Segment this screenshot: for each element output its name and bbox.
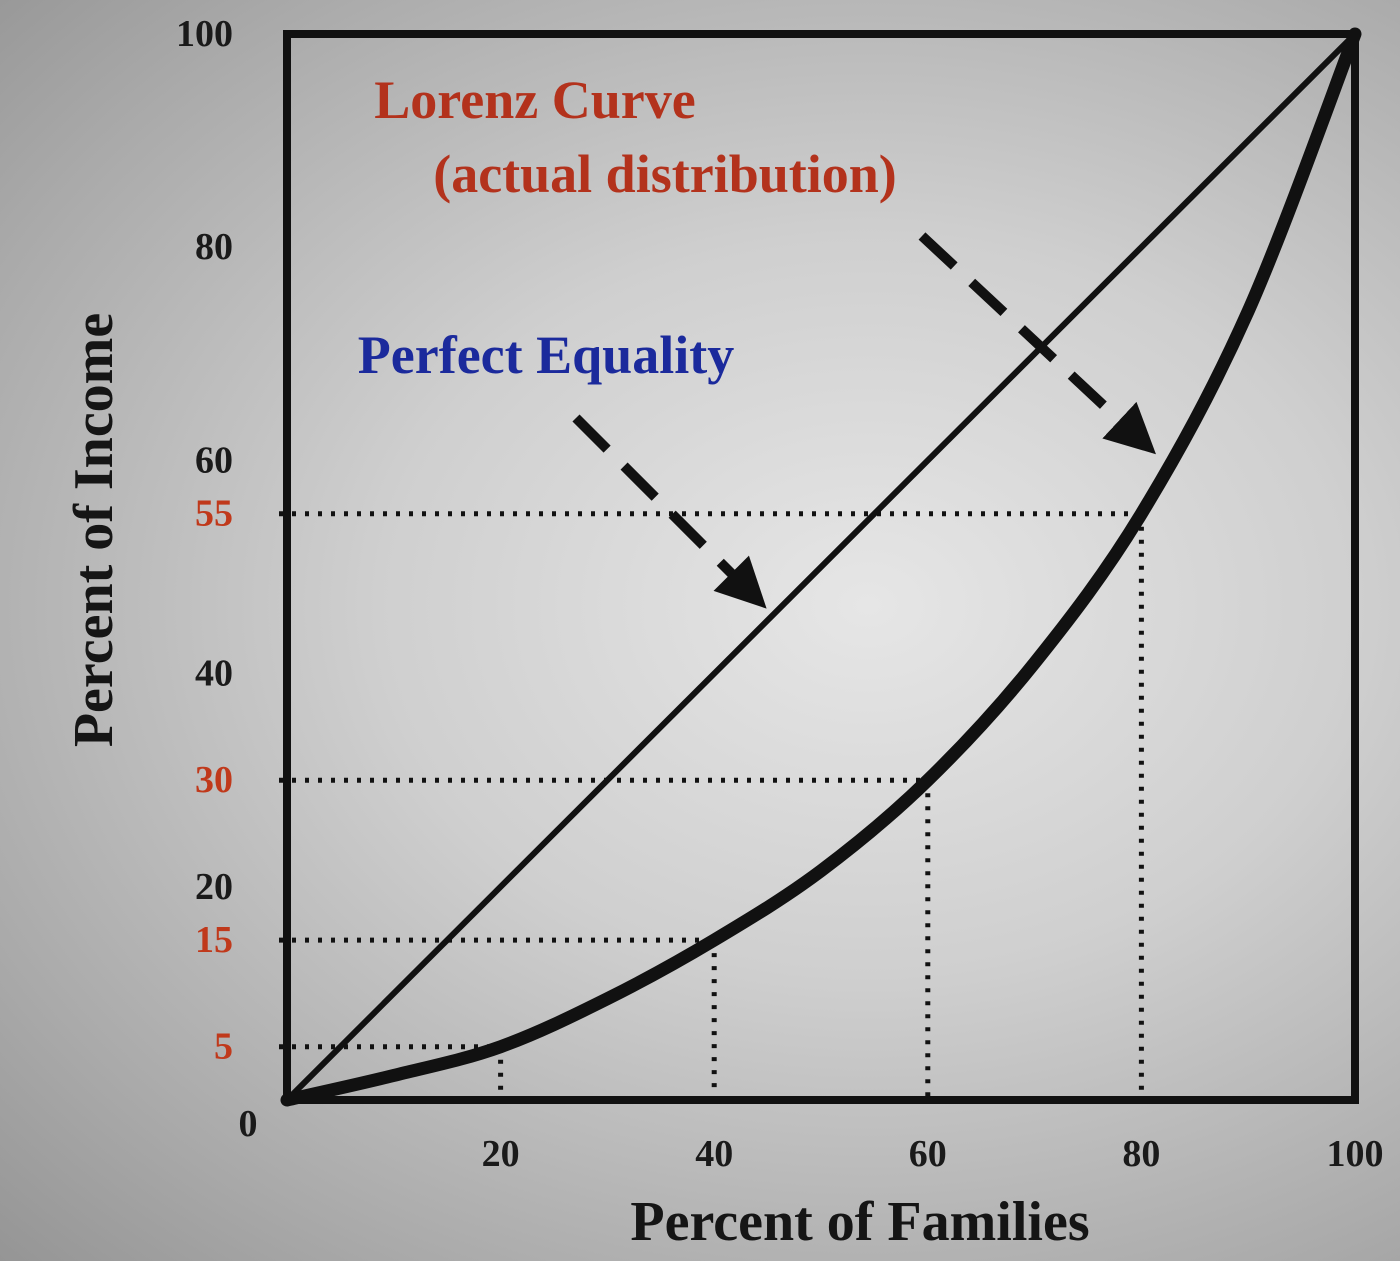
equality-annotation: Perfect Equality (358, 325, 734, 385)
equality-annotation-arrow (572, 414, 767, 609)
y-tick-label-40: 40 (195, 653, 233, 695)
x-tick-label-60: 60 (909, 1133, 947, 1175)
x-tick-label-0: 0 (239, 1103, 258, 1145)
x-tick-label-40: 40 (695, 1133, 733, 1175)
lorenz-curve-line (280, 27, 1362, 1107)
x-tick-label-80: 80 (1122, 1133, 1160, 1175)
y-axis-ticks: 100 80 60 55 40 30 20 15 5 (176, 13, 233, 1068)
reference-dotted-lines (279, 511, 1144, 1100)
y-axis-label: Percent of Income (63, 313, 125, 747)
plot-frame (283, 30, 1359, 1104)
perfect-equality-line (284, 31, 1358, 1103)
x-axis-label: Percent of Families (630, 1191, 1089, 1253)
y-tick-label-100: 100 (176, 13, 233, 55)
y-tick-label-55: 55 (195, 493, 233, 535)
x-tick-label-20: 20 (482, 1133, 520, 1175)
x-axis-ticks: 0 20 40 60 80 100 (239, 1103, 1384, 1175)
y-tick-label-30: 30 (195, 759, 233, 801)
y-tick-label-60: 60 (195, 439, 233, 481)
y-tick-label-15: 15 (195, 919, 233, 961)
y-tick-label-80: 80 (195, 226, 233, 268)
y-tick-label-20: 20 (195, 866, 233, 908)
x-tick-label-100: 100 (1327, 1133, 1384, 1175)
y-tick-label-5: 5 (214, 1026, 233, 1068)
lorenz-annotation-line1: Lorenz Curve (374, 70, 695, 130)
lorenz-annotation-arrow (918, 232, 1156, 455)
lorenz-annotation-line2: (actual distribution) (433, 144, 897, 204)
